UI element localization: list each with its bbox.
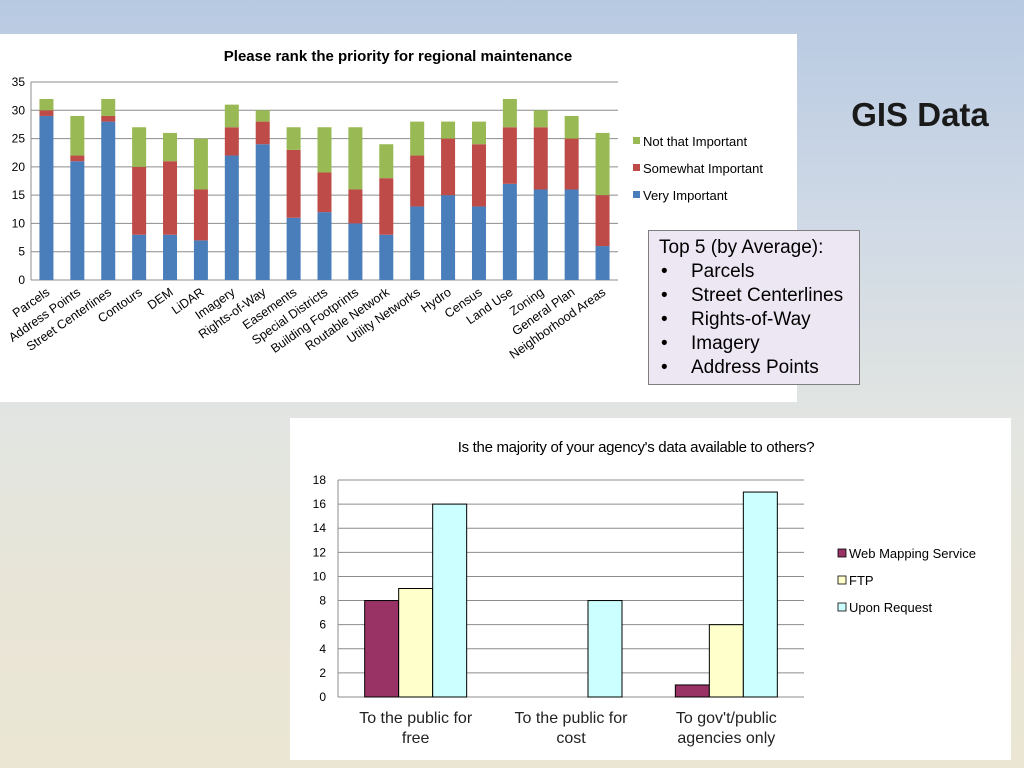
top5-item: Address Points	[659, 356, 849, 380]
top5-item: Imagery	[659, 332, 849, 356]
top5-item: Parcels	[659, 260, 849, 284]
slide-title: GIS Data	[851, 96, 989, 133]
top5-item: Street Centerlines	[659, 284, 849, 308]
chart-panel-availability	[290, 418, 1011, 760]
top5-list: Parcels Street Centerlines Rights-of-Way…	[659, 260, 849, 380]
top5-item: Rights-of-Way	[659, 308, 849, 332]
top5-callout: Top 5 (by Average): Parcels Street Cente…	[648, 230, 860, 385]
top5-heading: Top 5 (by Average):	[659, 237, 824, 258]
